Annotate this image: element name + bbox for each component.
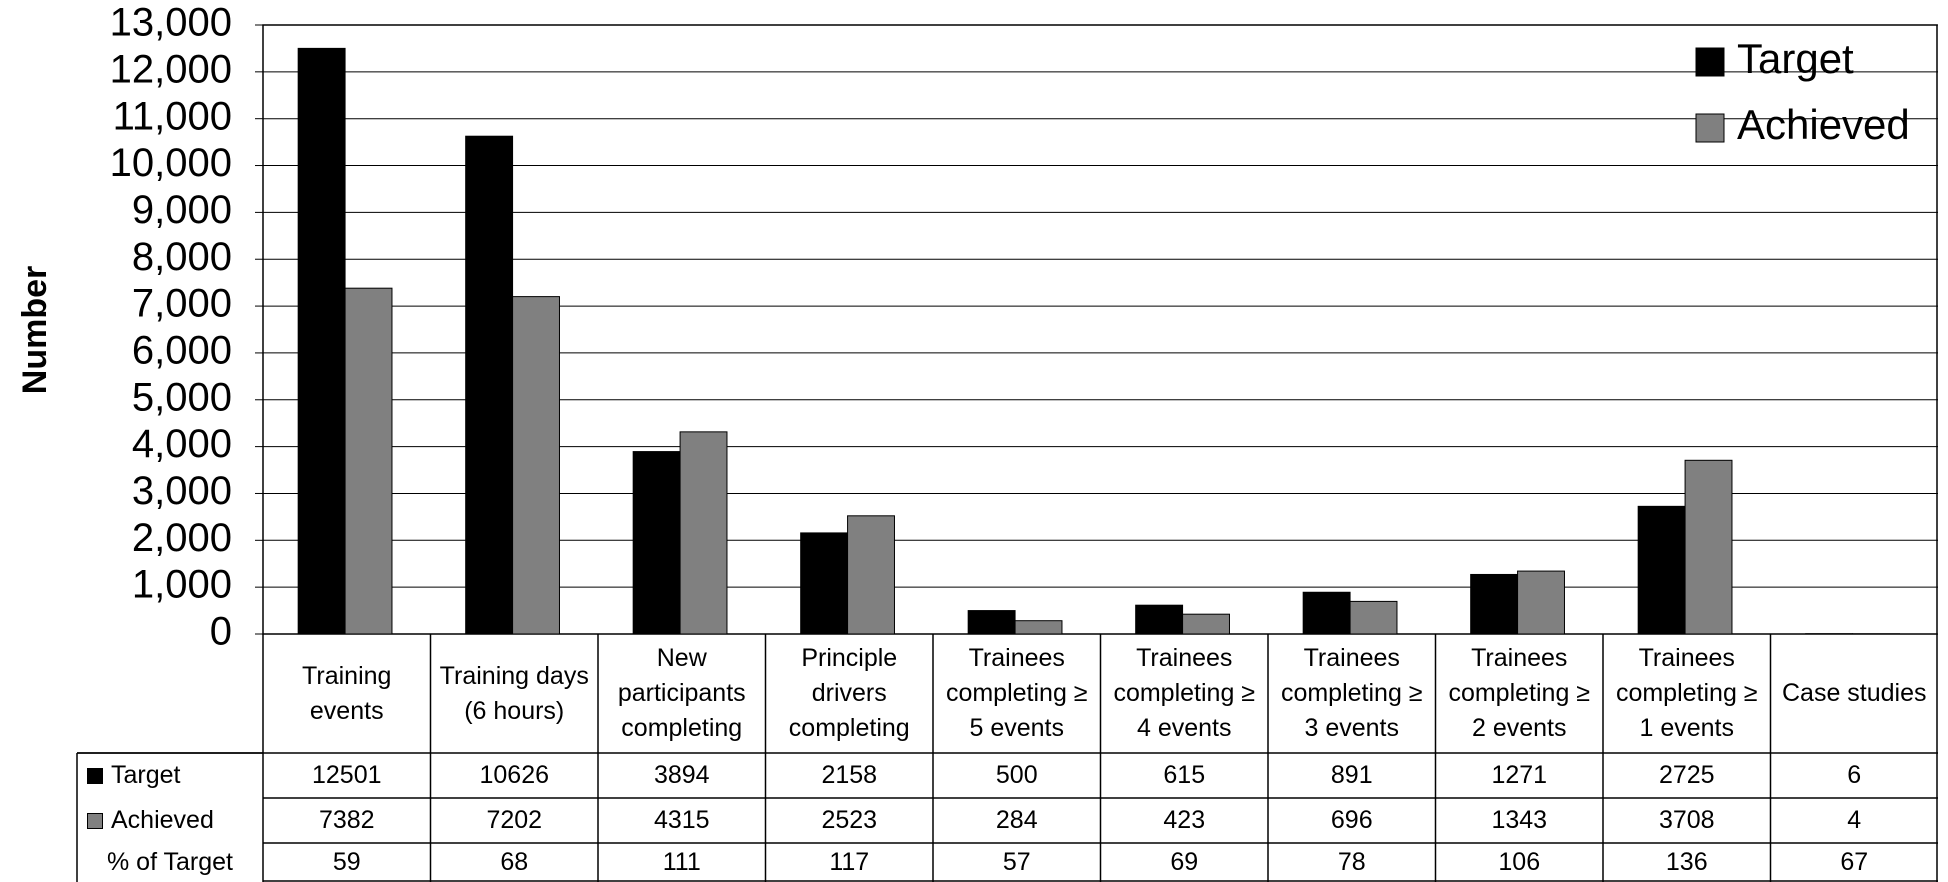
table-value: 615 xyxy=(1163,761,1206,789)
legend-swatch xyxy=(1695,113,1725,143)
table-value: 1271 xyxy=(1491,761,1548,789)
table-value: 69 xyxy=(1170,848,1199,876)
row-label: Achieved xyxy=(77,798,263,843)
bar xyxy=(1349,600,1398,635)
y-tick-label: 7,000 xyxy=(132,282,232,326)
bar xyxy=(800,532,849,635)
table-value: 2523 xyxy=(821,806,878,834)
bar xyxy=(297,47,346,635)
y-tick-label: 1,000 xyxy=(132,563,232,607)
table-value: 3894 xyxy=(653,761,710,789)
table-value: 117 xyxy=(829,848,870,876)
y-tick-label: 2,000 xyxy=(132,516,232,560)
category-label: New participants completing xyxy=(617,644,746,742)
table-value: 67 xyxy=(1840,848,1869,876)
y-tick-label: 4,000 xyxy=(132,422,232,466)
table-value: 78 xyxy=(1337,848,1366,876)
bar xyxy=(1302,591,1351,635)
row-label: % of Target xyxy=(77,843,263,882)
table-value: 59 xyxy=(332,848,361,876)
category-label: Training days (6 hours) xyxy=(439,661,589,725)
bar xyxy=(1684,459,1733,635)
bar xyxy=(632,451,681,635)
bar xyxy=(847,515,895,635)
y-axis-label: Number xyxy=(16,266,54,394)
row-label: Target xyxy=(77,753,263,798)
y-tick-label: 5,000 xyxy=(132,375,232,419)
table-value: 3708 xyxy=(1658,806,1715,834)
table-value: 2725 xyxy=(1658,761,1715,789)
row-name: Target xyxy=(111,761,181,789)
category-label: Trainees completing ≥ 2 events xyxy=(1448,644,1591,742)
category-label: Case studies xyxy=(1781,679,1927,707)
table-value: 111 xyxy=(662,848,701,876)
y-tick-label: 8,000 xyxy=(132,235,232,279)
bar xyxy=(679,431,728,635)
y-tick-label: 10,000 xyxy=(110,141,232,185)
bar xyxy=(1014,620,1063,635)
category-label: Trainees completing ≥ 1 events xyxy=(1615,644,1758,742)
table-value: 10626 xyxy=(479,761,550,789)
category-label: Trainees completing ≥ 3 events xyxy=(1280,644,1423,742)
bar xyxy=(1637,505,1686,635)
table-value: 696 xyxy=(1330,806,1373,834)
category-label: Training events xyxy=(302,661,392,725)
bar xyxy=(465,135,514,635)
category-label: Principle drivers completing xyxy=(788,644,910,742)
bar xyxy=(1182,613,1230,635)
y-tick-label: 0 xyxy=(210,610,232,654)
bar xyxy=(344,287,393,635)
table-value: 284 xyxy=(995,806,1038,834)
table-value: 7382 xyxy=(318,806,375,834)
bar xyxy=(1470,573,1519,635)
y-tick-label: 11,000 xyxy=(113,94,232,138)
row-name: Achieved xyxy=(111,806,214,834)
y-tick-label: 6,000 xyxy=(132,328,232,372)
table-value: 136 xyxy=(1665,848,1708,876)
table-value: 12501 xyxy=(311,761,382,789)
table-value: 7202 xyxy=(486,806,543,834)
y-tick-label: 12,000 xyxy=(110,47,232,91)
table-value: 423 xyxy=(1163,806,1206,834)
table-value: 2158 xyxy=(821,761,878,789)
bar xyxy=(512,296,560,635)
row-swatch xyxy=(87,812,103,829)
table-value: 500 xyxy=(995,761,1038,789)
bar xyxy=(1135,604,1184,635)
table-value: 106 xyxy=(1498,848,1541,876)
table-value: 6 xyxy=(1847,761,1862,789)
row-name: % of Target xyxy=(107,848,234,876)
table-value: 891 xyxy=(1330,761,1373,789)
y-tick-label: 3,000 xyxy=(132,469,232,513)
bar xyxy=(1517,570,1565,635)
bar xyxy=(967,610,1016,635)
table-value: 4315 xyxy=(653,806,710,834)
legend-swatch xyxy=(1695,47,1725,77)
table-value: 1343 xyxy=(1491,806,1548,834)
table-value: 68 xyxy=(500,848,529,876)
table-value: 4 xyxy=(1847,806,1862,834)
y-tick-label: 9,000 xyxy=(132,188,232,232)
legend-label: Achieved xyxy=(1737,101,1910,148)
y-tick-label: 13,000 xyxy=(110,1,232,45)
legend-label: Target xyxy=(1737,35,1854,82)
table-value: 57 xyxy=(1002,848,1031,876)
category-label: Trainees completing ≥ 5 events xyxy=(945,644,1088,742)
row-swatch xyxy=(87,767,103,784)
category-label: Trainees completing ≥ 4 events xyxy=(1113,644,1256,742)
